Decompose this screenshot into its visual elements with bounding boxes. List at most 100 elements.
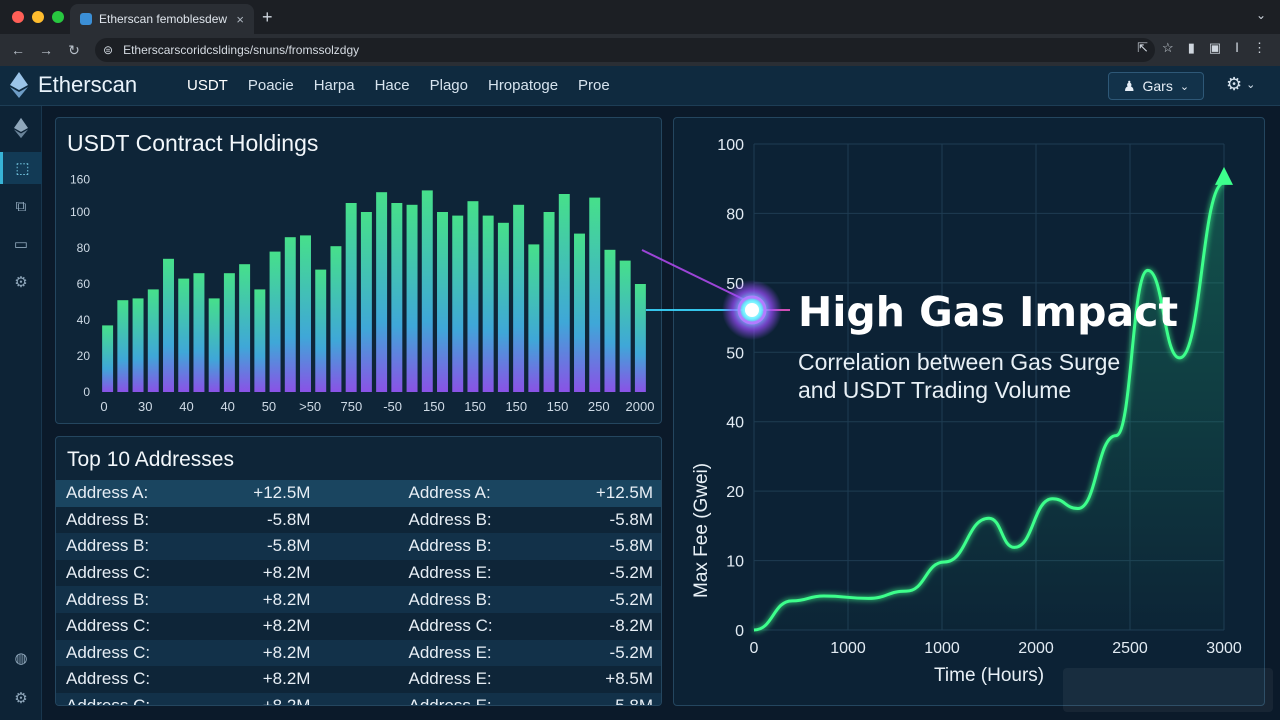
reading-list-icon[interactable]: ▣ — [1208, 40, 1222, 55]
site-info-icon[interactable]: ⊜ — [103, 43, 114, 57]
holdings-bar — [163, 258, 174, 392]
table-row[interactable]: Address C: +8.2M Address E: -5.2M — [56, 560, 661, 587]
holdings-bar — [604, 249, 616, 392]
holdings-bar — [482, 215, 494, 392]
table-row[interactable]: Address C: +8.2M Address E: +8.5M — [56, 666, 661, 693]
nav-item-2[interactable]: Poacie — [247, 77, 294, 94]
table-row[interactable]: Address A: +12.5M Address A: +12.5M — [56, 480, 661, 507]
share-icon[interactable]: ⇱ — [1137, 40, 1149, 55]
minimize-window-button[interactable] — [32, 11, 44, 23]
bar-x-tick-label: 30 — [138, 399, 152, 414]
select-icon: ⬚ — [15, 160, 30, 177]
table-row[interactable]: Address C: +8.2M Address E: -5.8M — [56, 692, 661, 705]
sidebar-item-dashboard[interactable]: ⬚ — [0, 152, 42, 184]
nav-item-7[interactable]: Proe — [578, 77, 610, 94]
tab-search-chevron-icon[interactable]: ⌄ — [1255, 8, 1266, 22]
url-text: Etherscarscoridcsldings/snuns/fromssolzd… — [123, 43, 360, 57]
nav-item-usdt[interactable]: USDT — [187, 77, 228, 94]
gas-button-label: Gars — [1142, 78, 1173, 94]
gas-dropdown-button[interactable]: ♟ Gars ⌄ — [1108, 72, 1204, 100]
column-spacer — [320, 666, 398, 693]
sidebar-item-globe[interactable]: ◍ — [0, 642, 42, 674]
holdings-bar — [239, 264, 251, 392]
bar-x-tick-label: 750 — [341, 399, 363, 414]
address-name: Address B: — [66, 509, 150, 529]
holdings-bar — [269, 251, 281, 392]
brand-logo[interactable]: Etherscan — [10, 72, 137, 98]
sidebar-item-monitor[interactable]: ▭ — [0, 228, 42, 260]
holdings-bar — [208, 298, 220, 392]
table-row[interactable]: Address B: +8.2M Address B: -5.2M — [56, 586, 661, 613]
address-change: +8.2M — [262, 669, 311, 689]
line-x-tick-label: 2500 — [1112, 640, 1148, 657]
holdings-title: USDT Contract Holdings — [67, 130, 319, 156]
column-spacer — [320, 640, 398, 667]
profile-icon[interactable]: Ⅰ — [1235, 40, 1239, 55]
column-spacer — [320, 533, 398, 560]
bar-x-tick-label: 250 — [588, 399, 610, 414]
address-name: Address B: — [408, 509, 492, 529]
sidebar-icon[interactable]: ▮ — [1187, 40, 1195, 55]
nav-item-4[interactable]: Hace — [374, 77, 410, 94]
maximize-window-button[interactable] — [52, 11, 64, 23]
table-row[interactable]: Address B: -5.8M Address B: -5.8M — [56, 533, 661, 560]
holdings-bar — [147, 289, 159, 392]
line-y-tick-label: 20 — [726, 484, 744, 501]
files-icon: ⧉ — [15, 197, 27, 215]
holdings-bar — [102, 325, 114, 392]
menu-icon[interactable]: ⋮ — [1253, 40, 1266, 55]
reload-icon[interactable]: ↻ — [68, 41, 80, 58]
back-arrow-icon[interactable]: ← — [11, 42, 25, 58]
app-header: Etherscan USDT Poacie Harpa Hace Plago H… — [0, 66, 1280, 106]
holdings-bar — [315, 269, 327, 392]
holdings-bar — [391, 203, 403, 392]
callout-line-1: Correlation between Gas Surge — [798, 349, 1120, 375]
holdings-bar — [634, 284, 646, 392]
table-row[interactable]: Address C: +8.2M Address E: -5.2M — [56, 639, 661, 667]
nav-item-3[interactable]: Harpa — [313, 77, 355, 94]
new-tab-button[interactable]: + — [262, 7, 273, 27]
address-change: +8.5M — [605, 669, 653, 689]
nav-item-6[interactable]: Hropatoge — [487, 77, 559, 94]
line-y-tick-label: 80 — [726, 206, 744, 223]
bookmark-star-icon[interactable]: ☆ — [1162, 40, 1174, 55]
addresses-table: Address A: +12.5M Address A: +12.5M Address … — [56, 480, 661, 705]
sidebar-ethereum-icon[interactable] — [0, 112, 42, 144]
address-change: -5.2M — [609, 642, 653, 662]
line-y-tick-label: 40 — [726, 415, 744, 432]
holdings-bar — [254, 289, 266, 392]
y-axis-label: Max Fee (Gwei) — [691, 463, 712, 598]
bar-x-tick-label: 150 — [464, 399, 486, 414]
table-row[interactable]: Address C: +8.2M Address C: -8.2M — [56, 613, 661, 640]
holdings-bar — [345, 203, 357, 392]
table-row[interactable]: Address B: -5.8M Address B: -5.8M — [56, 507, 661, 534]
nav-item-5[interactable]: Plago — [429, 77, 468, 94]
sidebar-item-preferences[interactable]: ⚙ — [0, 682, 42, 714]
forward-arrow-icon[interactable]: → — [39, 42, 53, 58]
line-y-tick-label: 50 — [726, 345, 744, 362]
tab-close-icon[interactable]: × — [236, 11, 244, 27]
sidebar-item-files[interactable]: ⧉ — [0, 190, 42, 222]
brand-name: Etherscan — [38, 72, 138, 97]
bar-x-tick-label: 150 — [423, 399, 445, 414]
settings-button[interactable]: ⚙ ⌄ — [1226, 74, 1255, 95]
holdings-bar — [117, 300, 129, 392]
address-name: Address B: — [66, 589, 150, 609]
address-bar[interactable]: ⊜ Etherscarscoridcsldings/snuns/fromssol… — [95, 38, 1155, 62]
browser-tab[interactable]: Etherscan femoblesdew × — [70, 4, 254, 34]
address-change: +8.2M — [262, 563, 311, 583]
line-y-tick-label: 100 — [717, 137, 744, 154]
address-name: Address B: — [408, 589, 492, 609]
holdings-bar — [421, 190, 433, 392]
sidebar-item-settings[interactable]: ⚙ — [0, 266, 42, 298]
address-name: Address E: — [408, 642, 492, 662]
callout-title: High Gas Impact — [798, 288, 1178, 336]
bar-y-tick-label: 80 — [77, 241, 91, 255]
tab-title: Etherscan femoblesdew — [99, 12, 228, 26]
holdings-bar — [452, 215, 464, 392]
address-change: -5.8M — [609, 509, 653, 529]
bar-x-tick-label: 50 — [262, 399, 276, 414]
favicon-icon — [80, 13, 92, 25]
holdings-bar — [132, 298, 144, 392]
close-window-button[interactable] — [12, 11, 24, 23]
